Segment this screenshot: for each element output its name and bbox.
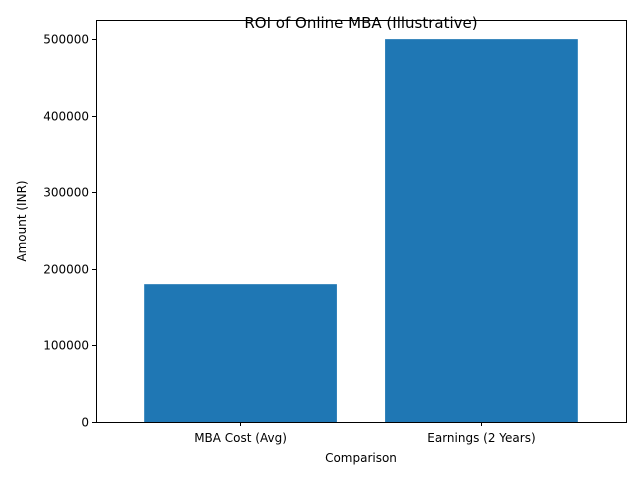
plot-frame bbox=[96, 20, 627, 423]
x-axis-ticks: MBA Cost (Avg) Earnings (2 Years) bbox=[194, 422, 536, 445]
x-tick-label-0: MBA Cost (Avg) bbox=[194, 431, 287, 445]
bar-1 bbox=[385, 39, 578, 423]
bars-group bbox=[144, 39, 578, 423]
y-axis-label: Amount (INR) bbox=[15, 180, 29, 261]
y-tick-label-3: 300000 bbox=[43, 186, 89, 200]
chart-title: ROI of Online MBA (Illustrative) bbox=[244, 14, 477, 32]
y-axis-ticks: 0 100000 200000 300000 400000 500000 bbox=[43, 33, 96, 430]
y-tick-label-1: 100000 bbox=[43, 339, 89, 353]
x-axis-label: Comparison bbox=[325, 451, 397, 465]
y-tick-label-0: 0 bbox=[81, 416, 89, 430]
y-tick-label-5: 500000 bbox=[43, 33, 89, 47]
y-tick-label-4: 400000 bbox=[43, 110, 89, 124]
y-tick-label-2: 200000 bbox=[43, 263, 89, 277]
bar-0 bbox=[144, 284, 337, 422]
x-tick-label-1: Earnings (2 Years) bbox=[427, 431, 535, 445]
